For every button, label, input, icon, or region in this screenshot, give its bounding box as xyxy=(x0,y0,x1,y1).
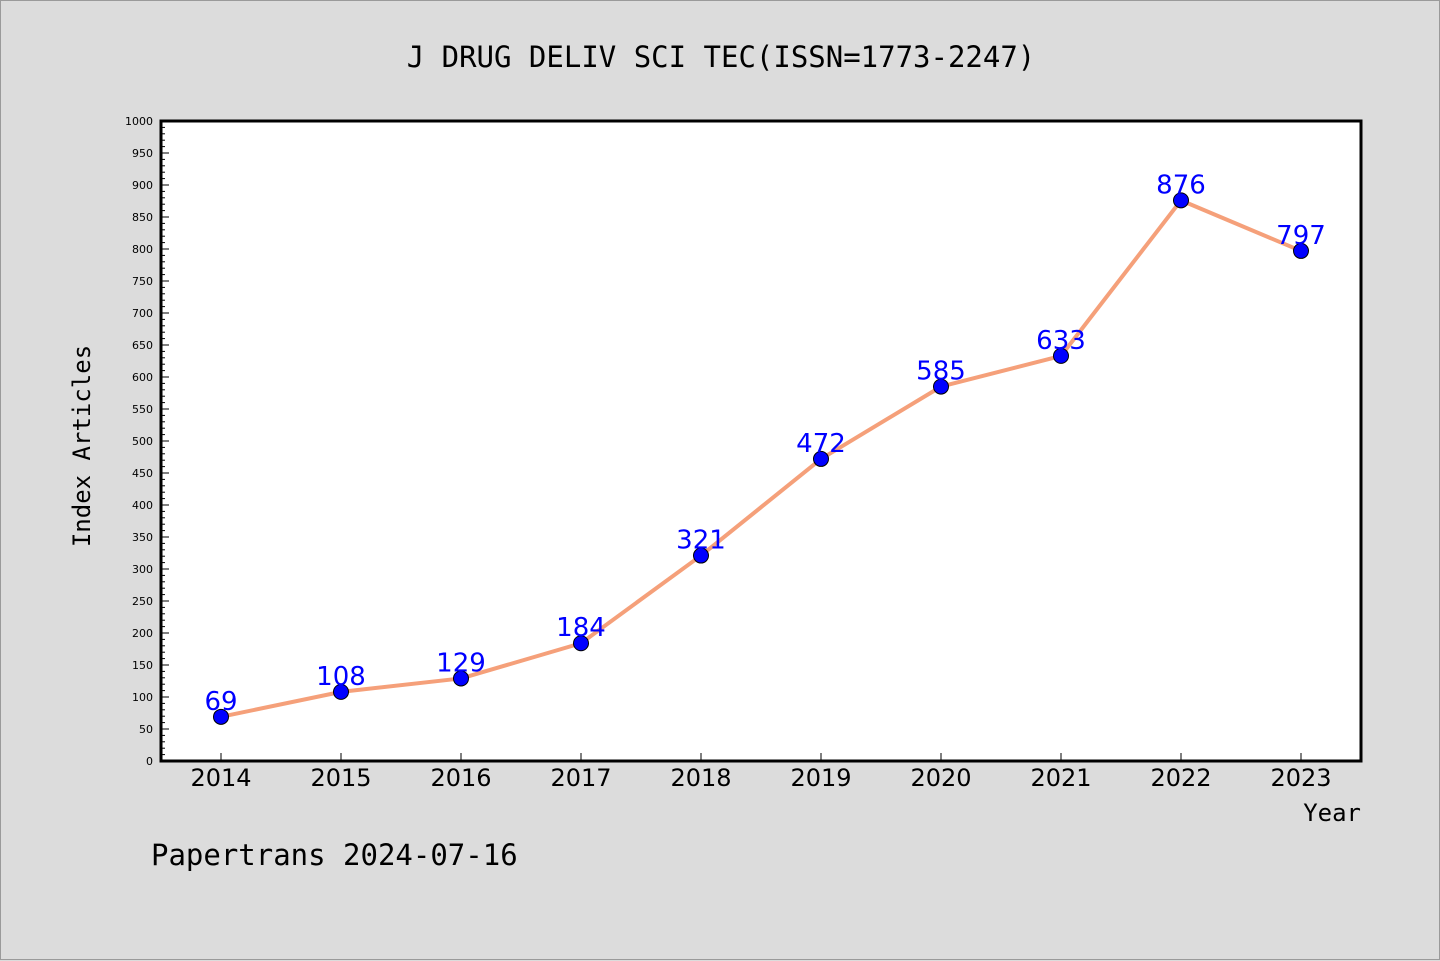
y-tick-label: 850 xyxy=(132,211,153,224)
y-tick-label: 400 xyxy=(132,499,153,512)
data-label: 129 xyxy=(436,648,486,678)
y-tick-label: 650 xyxy=(132,339,153,352)
y-tick-label: 150 xyxy=(132,659,153,672)
x-tick-label: 2020 xyxy=(910,764,971,792)
y-tick-label: 50 xyxy=(139,723,153,736)
data-point xyxy=(1173,192,1189,209)
y-axis-label: Index Articles xyxy=(68,345,96,547)
data-point xyxy=(1293,242,1309,259)
y-tick-label: 300 xyxy=(132,563,153,576)
y-tick-label: 700 xyxy=(132,307,153,320)
x-tick-label: 2018 xyxy=(670,764,731,792)
x-tick-label: 2021 xyxy=(1030,764,1091,792)
data-point xyxy=(573,635,589,652)
y-tick-label: 750 xyxy=(132,275,153,288)
y-tick-label: 1000 xyxy=(125,115,153,128)
footer-credit: Papertrans 2024-07-16 xyxy=(151,838,518,872)
chart-title: J DRUG DELIV SCI TEC(ISSN=1773-2247) xyxy=(407,40,1036,74)
x-axis-label: Year xyxy=(1303,799,1361,827)
data-point xyxy=(813,450,829,467)
y-tick-label: 100 xyxy=(132,691,153,704)
data-label: 633 xyxy=(1036,326,1086,356)
y-tick-label: 800 xyxy=(132,243,153,256)
data-label: 69 xyxy=(204,687,237,717)
x-tick-label: 2016 xyxy=(430,764,491,792)
series-layer xyxy=(213,192,1309,725)
y-tick-label: 550 xyxy=(132,403,153,416)
y-tick-label: 500 xyxy=(132,435,153,448)
y-tick-label: 200 xyxy=(132,627,153,640)
data-label: 472 xyxy=(796,429,846,459)
series-line xyxy=(220,198,1302,719)
x-tick-label: 2019 xyxy=(790,764,851,792)
x-tick-label: 2014 xyxy=(190,764,251,792)
x-tick-label: 2015 xyxy=(310,764,371,792)
data-point xyxy=(933,378,949,395)
data-point xyxy=(693,547,709,564)
y-tick-label: 900 xyxy=(132,179,153,192)
y-tick-label: 450 xyxy=(132,467,153,480)
y-axis: 0 50 100 150 200 250 300 350 400 450 500 550 600 650 7… xyxy=(125,115,169,768)
y-tick-label: 600 xyxy=(132,371,153,384)
data-point xyxy=(1053,347,1069,364)
data-label: 108 xyxy=(316,662,366,692)
y-tick-label: 350 xyxy=(132,531,153,544)
y-tick-label: 950 xyxy=(132,147,153,160)
data-label: 797 xyxy=(1276,221,1326,251)
x-axis: 2014 2015 2016 2017 2018 2019 2020 2021 2022 2023 xyxy=(190,753,1332,792)
data-labels: 69 108 129 184 321 472 585 633 876 797 xyxy=(204,170,1325,716)
data-point xyxy=(453,670,469,687)
y-tick-label: 250 xyxy=(132,595,153,608)
x-tick-label: 2017 xyxy=(550,764,611,792)
data-label: 876 xyxy=(1156,170,1206,200)
data-point xyxy=(333,683,349,700)
data-label: 585 xyxy=(916,357,966,387)
data-point xyxy=(213,708,229,725)
data-label: 321 xyxy=(676,526,726,556)
y-tick-label: 0 xyxy=(146,755,153,768)
x-tick-label: 2022 xyxy=(1150,764,1211,792)
x-tick-label: 2023 xyxy=(1270,764,1331,792)
data-label: 184 xyxy=(556,613,606,643)
